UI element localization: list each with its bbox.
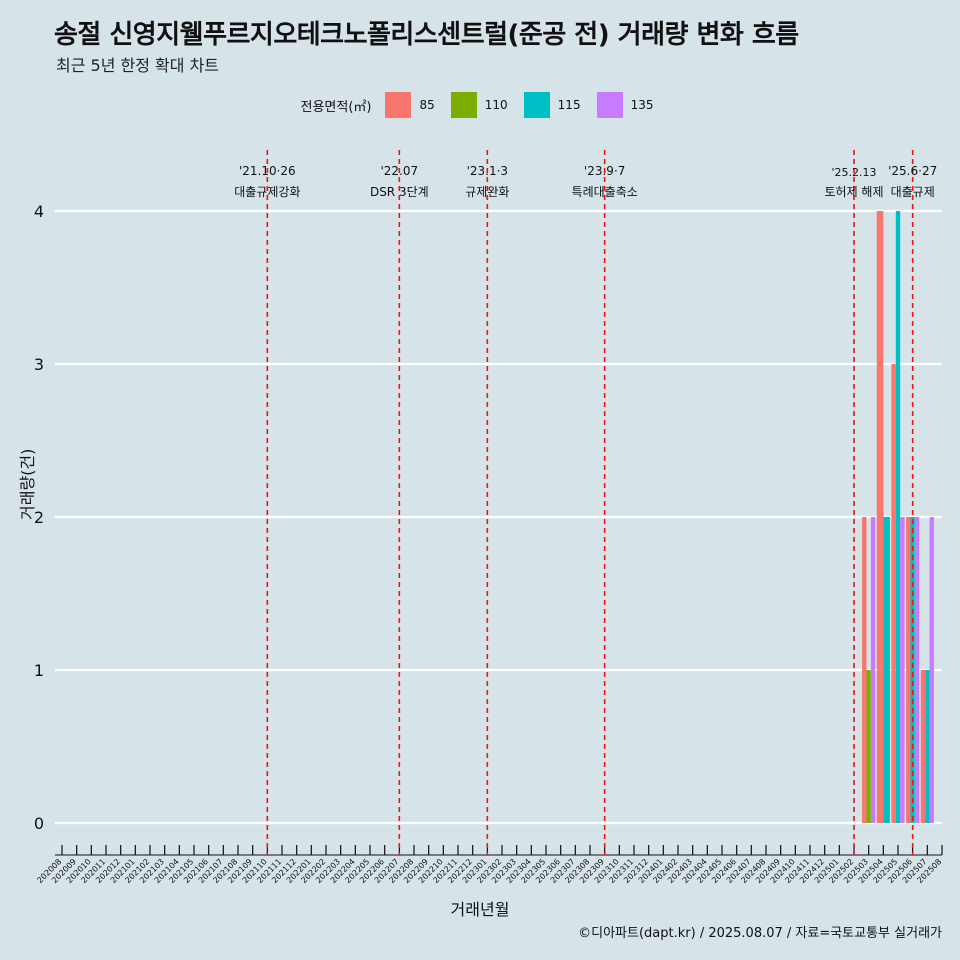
legend-label: 115 — [557, 98, 581, 112]
bar-135-202506 — [914, 517, 920, 823]
y-tick-label: 0 — [34, 814, 44, 833]
bar-115-202507 — [925, 670, 930, 823]
bar-115-202506 — [910, 517, 915, 823]
bar-85-202505 — [891, 364, 896, 823]
legend-swatch — [385, 92, 412, 118]
bar-85-202503 — [862, 517, 867, 823]
event-date: '22.07 — [381, 164, 419, 178]
legend-item-110: 110 — [450, 92, 508, 118]
y-tick-label: 2 — [34, 508, 44, 527]
bar-115-202505 — [895, 211, 901, 823]
y-axis-label: 거래량(건) — [18, 448, 37, 520]
legend-label: 110 — [484, 98, 508, 112]
y-tick-label: 1 — [34, 661, 44, 680]
event-date: '25.6·27 — [888, 164, 937, 178]
legend-title: 전용면적(㎡) — [300, 99, 372, 115]
legend-swatch — [596, 92, 623, 118]
chart-subtitle: 최근 5년 한정 확대 차트 — [56, 56, 220, 75]
legend: 전용면적(㎡) 85 110 115 135 — [0, 92, 960, 118]
legend-label: 85 — [419, 98, 435, 112]
bar-115-202504 — [883, 517, 890, 823]
event-label: 대출규제강화 — [234, 185, 300, 199]
legend-swatch — [450, 92, 477, 118]
event-label: 규제완화 — [465, 185, 509, 199]
x-axis-label: 거래년월 — [450, 900, 510, 919]
bar-135-202503 — [870, 517, 876, 823]
bar-85-202504 — [876, 211, 884, 823]
legend-item-85: 85 — [385, 92, 435, 118]
legend-label: 135 — [630, 98, 654, 112]
y-tick-label: 4 — [34, 202, 44, 221]
chart-title: 송절 신영지웰푸르지오테크노폴리스센트럴(준공 전) 거래량 변화 흐름 — [54, 20, 799, 50]
source-caption: ©디아파트(dapt.kr) / 2025.08.07 / 자료=국토교통부 실… — [578, 926, 942, 941]
legend-item-135: 135 — [596, 92, 654, 118]
bar-85-202506 — [906, 517, 911, 823]
y-tick-label: 3 — [34, 355, 44, 374]
event-date: '25.2.13 — [831, 166, 876, 179]
bar-85-202507 — [920, 670, 926, 823]
event-label: 특례대출축소 — [572, 185, 638, 199]
legend-swatch — [523, 92, 550, 118]
event-date: '23.1·3 — [467, 164, 508, 178]
bar-135-202505 — [900, 517, 905, 823]
bar-110-202503 — [866, 670, 871, 823]
bar-135-202507 — [929, 517, 934, 823]
legend-item-115: 115 — [523, 92, 581, 118]
event-label: DSR 3단계 — [370, 185, 429, 199]
event-date: '23.9·7 — [584, 164, 625, 178]
event-label: 대출규제 — [891, 185, 935, 199]
event-label: 토허제 해제 — [824, 185, 883, 199]
event-date: '21.10·26 — [239, 164, 296, 178]
